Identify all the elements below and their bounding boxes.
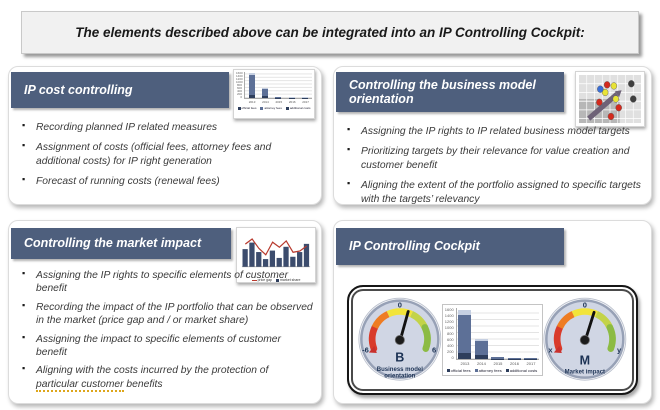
gauge-red-tip	[554, 345, 563, 353]
panel-title: IP Controlling Cockpit	[349, 239, 480, 254]
gauge-business-model: 0 -6 6 B Business model orientation	[358, 297, 442, 381]
bullet-item: Assigning the IP rights to specific elem…	[19, 268, 313, 296]
gauge-top-label: 0	[583, 300, 587, 309]
bullet-item: Recording the impact of the IP portfolio…	[19, 300, 313, 328]
panel-title: Controlling the business model orientati…	[349, 77, 536, 106]
bullet-item: Assigning the impact to specific element…	[19, 332, 313, 360]
gauge-name-line1: Market impact	[565, 369, 605, 375]
gauge-top-label: 0	[398, 300, 402, 309]
panel-ip-controlling-cockpit: IP Controlling Cockpit 0 -6 6 B Business…	[333, 220, 652, 404]
panel-ip-cost-controlling: IP cost controlling 1600 1400 1200 1000 800 6…	[8, 66, 322, 205]
stacked-bar-chart-icon: 1600 1400 1200 1000 800 600 400 200 0 2013 2014 201…	[233, 69, 315, 119]
gauge-left-label: x	[549, 346, 554, 355]
bullet-item: Assignment of costs (official fees, atto…	[19, 140, 313, 168]
cockpit-cost-chart: 1600 1400 1200 1000 800 600 400 200 0 2013 2014 201…	[441, 304, 544, 376]
gauge-arc-yellow	[572, 308, 599, 318]
gauge-arc-green	[421, 324, 431, 352]
gauge-arc-red	[554, 324, 564, 352]
gauge-letter: B	[395, 351, 404, 365]
bullet-item: Prioritizing targets by their relevance …	[344, 144, 643, 172]
gauge-arc-red	[368, 324, 379, 352]
cockpit-dashboard: 0 -6 6 B Business model orientation 1600…	[347, 285, 638, 395]
gauge-hub	[394, 334, 405, 346]
bullet-list: Assigning the IP rights to IP related bu…	[344, 124, 643, 213]
gauge-letter: M	[580, 353, 590, 367]
gauge-name-line1: Business model	[377, 367, 423, 373]
panel-market-impact: Controlling the market impact price gap m…	[8, 220, 322, 404]
gauge-right-label: 6	[432, 346, 436, 355]
bullet-item: Recording planned IP related measures	[19, 120, 313, 134]
panel-title-bar: IP cost controlling	[11, 72, 229, 108]
bullet-item: Aligning with the costs incurred by the …	[19, 363, 313, 392]
gauge-arc-yellow	[386, 308, 413, 318]
panel-business-model-orientation: Controlling the business model orientati…	[333, 66, 652, 205]
gauge-left-label: -6	[362, 346, 369, 355]
portfolio-matrix-icon	[575, 71, 645, 127]
gauge-hub	[580, 334, 591, 346]
panel-title-bar: IP Controlling Cockpit	[336, 228, 564, 265]
panel-title-bar: Controlling the business model orientati…	[336, 72, 564, 112]
gauge-arc-orange	[371, 311, 390, 330]
gauge-name-line2: orientation	[384, 374, 415, 380]
gauge-red-tip	[368, 345, 377, 353]
bullet-item: Forecast of running costs (renewal fees)	[19, 174, 313, 188]
gauge-right-label: y	[617, 346, 622, 355]
gauge-arc-green	[606, 324, 617, 352]
gauge-market-impact: 0 x y M Market impact	[543, 297, 627, 381]
header-banner: The elements described above can be inte…	[21, 11, 639, 54]
panel-title-bar: Controlling the market impact	[11, 228, 231, 259]
panel-title: IP cost controlling	[24, 82, 133, 97]
bullet-list: Assigning the IP rights to specific elem…	[19, 268, 313, 396]
panel-title: Controlling the market impact	[24, 236, 202, 251]
bullet-item: Aligning the extent of the portfolio ass…	[344, 178, 643, 206]
squiggle-underlined-text: particular customer	[36, 378, 124, 392]
bullet-list: Recording planned IP related measures Ass…	[19, 120, 313, 196]
gauge-arc-orange	[557, 311, 576, 330]
bullet-item: Assigning the IP rights to IP related bu…	[344, 124, 643, 138]
header-title: The elements described above can be inte…	[75, 25, 585, 40]
